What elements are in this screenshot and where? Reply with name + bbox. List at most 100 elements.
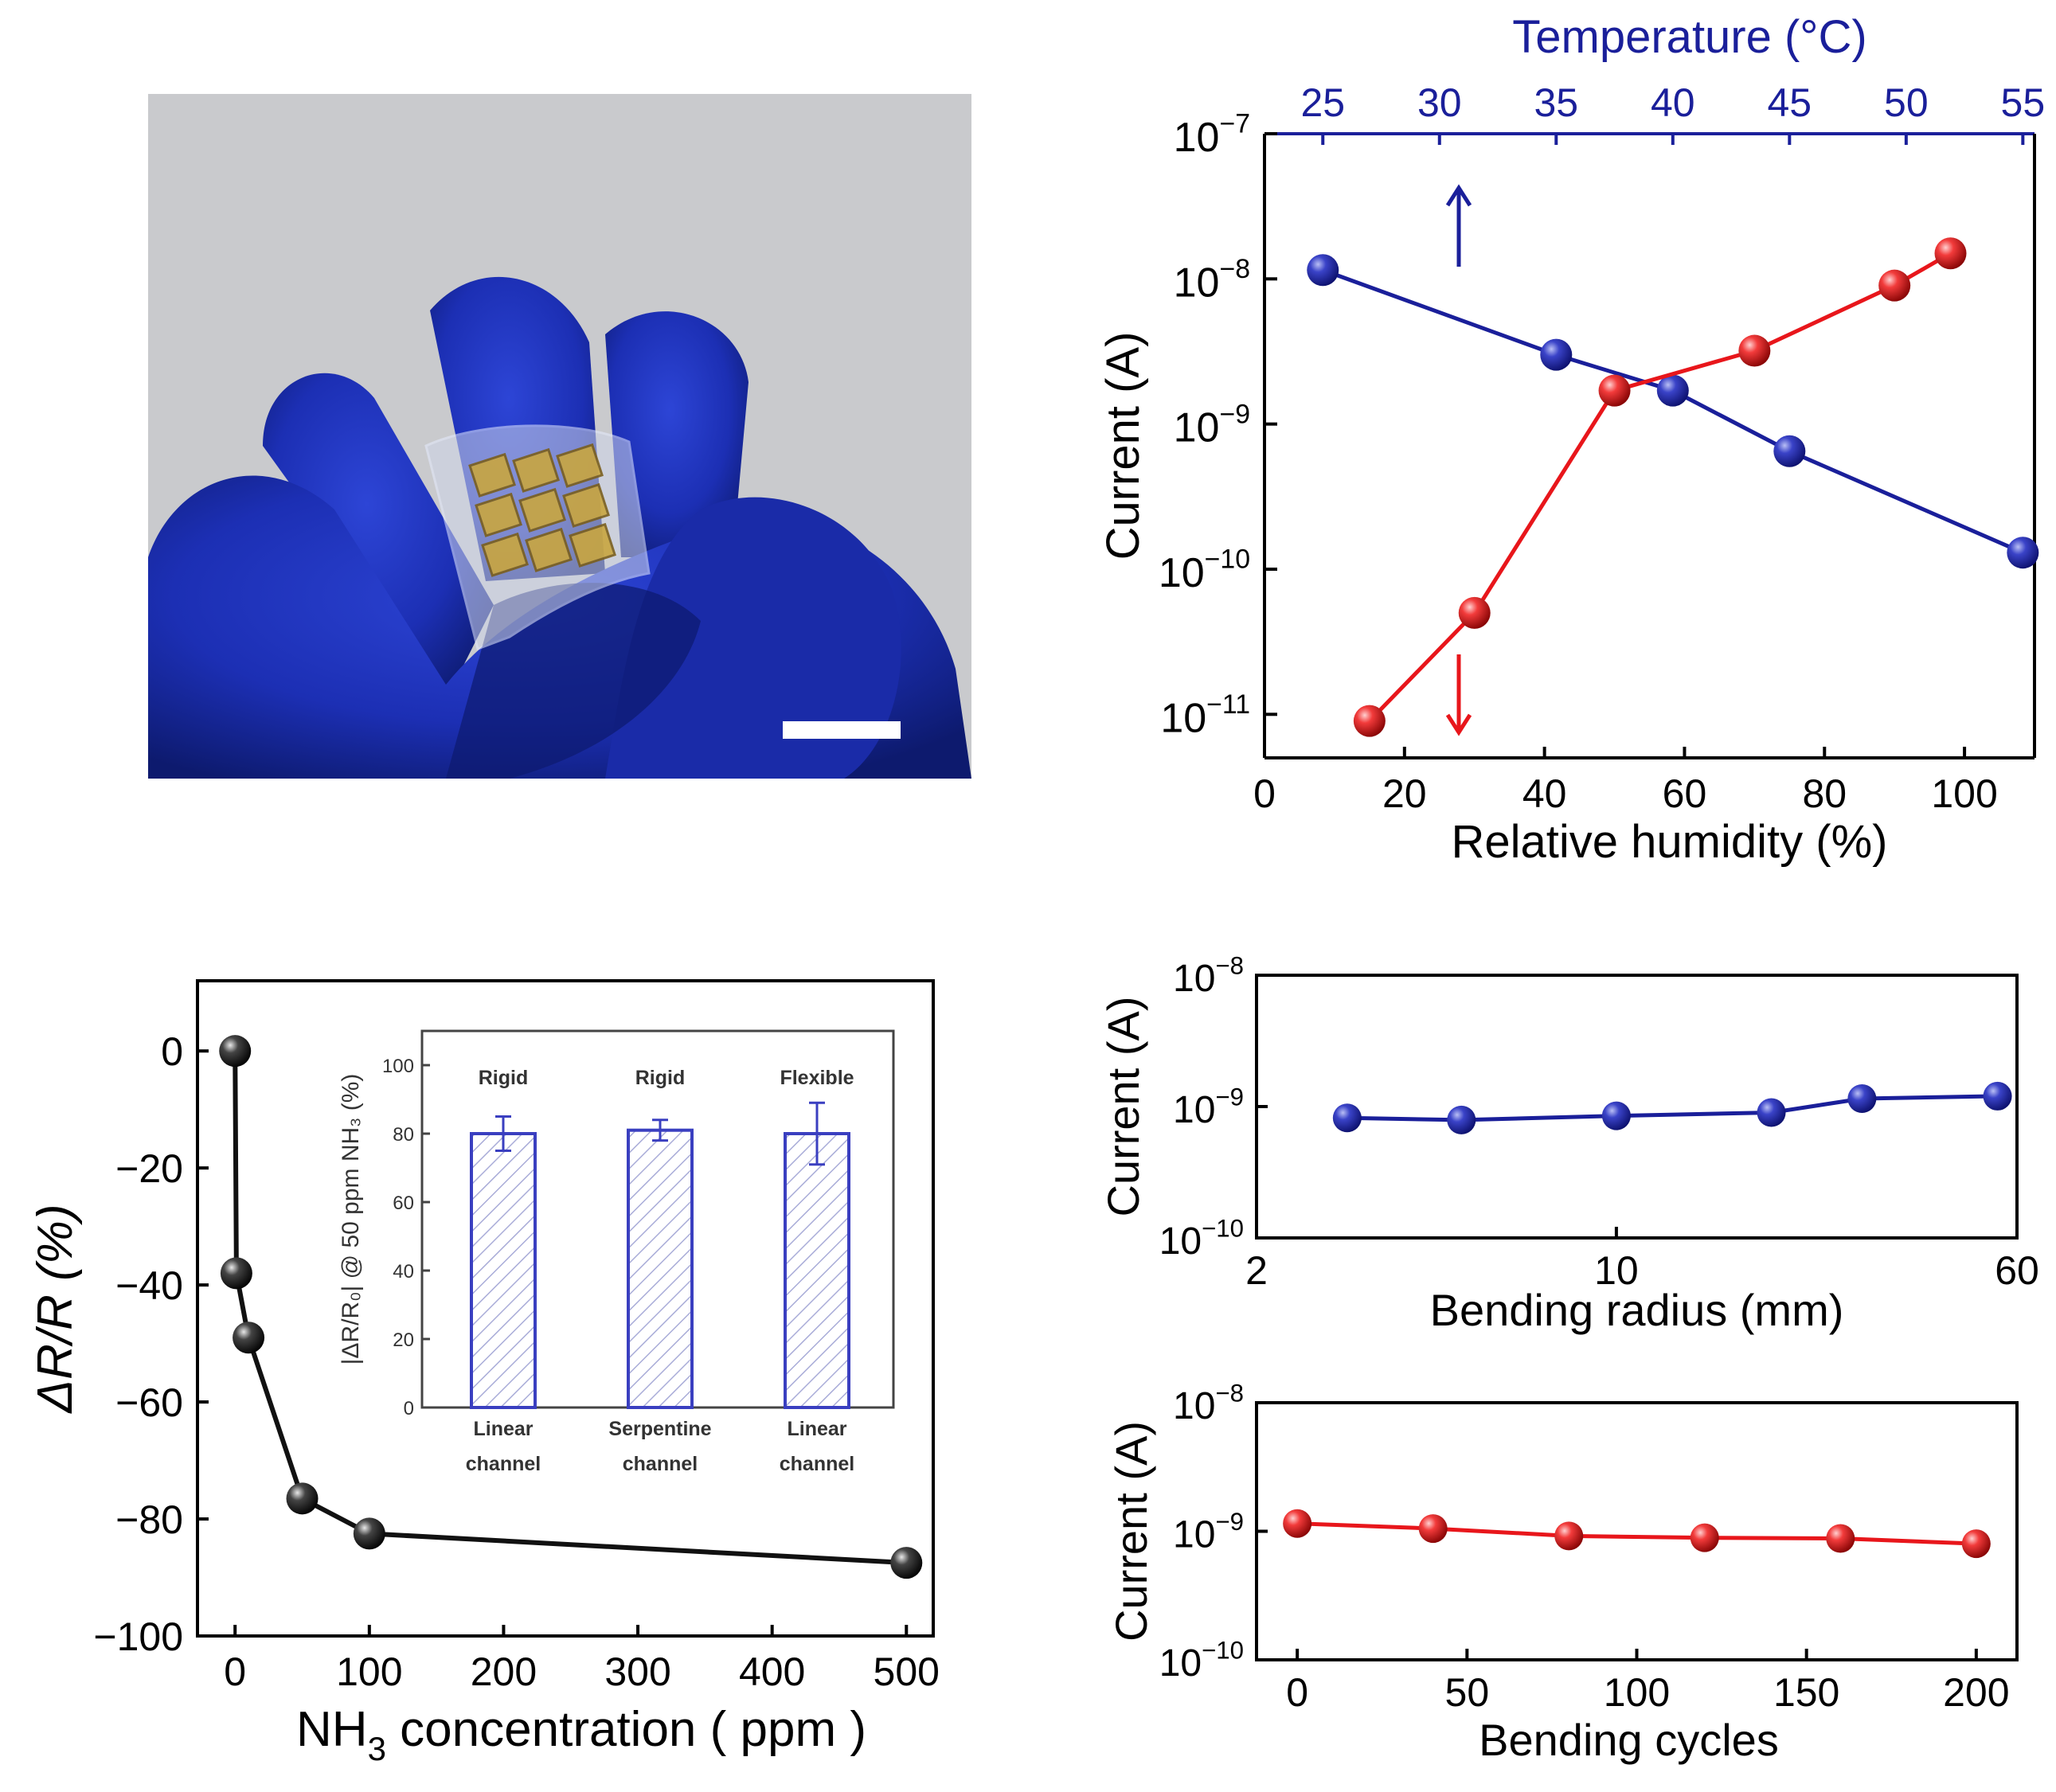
y-tick-label: 10−10 — [1159, 1214, 1244, 1263]
y-tick-label: 10−8 — [1174, 254, 1250, 306]
x-tick-label: 20 — [1382, 771, 1427, 816]
plot-frame — [1255, 974, 2019, 1240]
inset-y-axis-title: |ΔR/R₀| @ 50 ppm NH₃ (%) — [338, 1074, 364, 1365]
x2-tick-label: 50 — [1884, 80, 1929, 125]
x-tick-label: 150 — [1773, 1670, 1839, 1715]
sensor-element-7 — [525, 527, 573, 572]
y-axis-title: Current (A) — [1098, 997, 1148, 1217]
arrow-up-head — [1445, 184, 1472, 207]
x-tick-label: 100 — [1604, 1670, 1670, 1715]
y-tick-label: −80 — [115, 1497, 183, 1542]
data-point — [1656, 374, 1689, 407]
x-tick-label: 100 — [1931, 771, 1997, 816]
series-line-0 — [1322, 267, 2024, 555]
scale-bar — [783, 721, 901, 739]
sensor-element-6 — [481, 532, 529, 577]
x-tick-label: 10 — [1594, 1248, 1639, 1293]
sensor-element-3 — [475, 492, 522, 537]
plot-frame — [196, 979, 935, 1638]
y-tick-label: −60 — [115, 1380, 183, 1425]
inset-bar-label-line1: Linear — [787, 1418, 846, 1440]
y-tick-label: 0 — [161, 1029, 183, 1074]
y-tick-label: 10−9 — [1173, 1083, 1244, 1131]
series-line — [1347, 1094, 1998, 1122]
glove-thumb — [605, 497, 901, 779]
x-tick-label: 60 — [1663, 771, 1707, 816]
inset-bar-top-label: Rigid — [479, 1067, 529, 1089]
inset-bar-label-line2: channel — [780, 1453, 854, 1475]
data-point — [1690, 1523, 1719, 1552]
x-tick-label: 200 — [471, 1649, 537, 1694]
data-point — [1934, 237, 1967, 270]
data-point — [1447, 1105, 1476, 1134]
data-point — [1353, 705, 1386, 737]
x2-tick-label: 25 — [1300, 80, 1345, 125]
data-point — [286, 1482, 319, 1515]
inset-y-tick-label: 0 — [404, 1398, 414, 1419]
y-tick-label: 10−7 — [1174, 109, 1250, 161]
inset-y-tick-label: 20 — [393, 1329, 414, 1351]
series-line — [1297, 1521, 1976, 1546]
data-point — [1961, 1529, 1991, 1559]
inset-bar-label-line2: channel — [623, 1453, 698, 1475]
series-line — [233, 1051, 907, 1566]
data-point — [1826, 1524, 1855, 1553]
y-tick-label: 10−10 — [1159, 545, 1250, 596]
chart-bending-radius: 2 10 60 10−10 10−9 10−8 Bending radius (mm) Cur… — [1098, 951, 2039, 1335]
data-point — [1847, 1083, 1877, 1113]
inset-bar-label-line2: channel — [466, 1453, 541, 1475]
sensor-element-8 — [569, 522, 616, 568]
arrow-down-head — [1445, 713, 1472, 736]
glove-ring-finger — [605, 311, 749, 557]
x-tick-label: 0 — [1286, 1670, 1308, 1715]
data-point — [1878, 269, 1911, 302]
x-tick-label: 200 — [1943, 1670, 2009, 1715]
x2-axis-title: Temperature (°C) — [1512, 11, 1866, 63]
sensor-element-2 — [556, 443, 604, 488]
y-tick-label: 10−8 — [1173, 1379, 1244, 1427]
x-tick-label: 40 — [1522, 771, 1567, 816]
data-point — [1773, 435, 1806, 467]
y-tick-label: 10−8 — [1173, 951, 1244, 1000]
x-tick-label: 500 — [874, 1649, 940, 1694]
data-point — [1554, 1521, 1584, 1551]
y-tick-label: 10−11 — [1160, 689, 1250, 741]
data-point — [233, 1322, 265, 1354]
data-point — [1983, 1081, 2012, 1111]
x-axis-title: Bending cycles — [1479, 1715, 1779, 1765]
x-tick-label: 400 — [739, 1649, 805, 1694]
inset-y-tick-label: 80 — [393, 1124, 414, 1146]
inset-y-tick-label: 60 — [393, 1193, 414, 1214]
data-point — [2007, 537, 2039, 569]
plot-frame — [1255, 1401, 2019, 1661]
sensor-element-1 — [512, 447, 560, 493]
sensor-element-0 — [468, 452, 516, 498]
x2-tick-label: 55 — [2001, 80, 2046, 125]
x2-tick-label: 30 — [1417, 80, 1462, 125]
x-axis-title: Bending radius (mm) — [1430, 1285, 1844, 1335]
x-tick-label: 60 — [1995, 1248, 2039, 1293]
x-tick-label: 0 — [224, 1649, 246, 1694]
x-tick-label: 2 — [1245, 1248, 1268, 1293]
y-tick-label: 10−9 — [1173, 1508, 1244, 1556]
y-tick-label: 10−10 — [1159, 1636, 1244, 1685]
x-tick-label: 80 — [1802, 771, 1847, 816]
x2-tick-label: 40 — [1651, 80, 1695, 125]
y-tick-label: −20 — [115, 1146, 183, 1191]
sensor-element-5 — [562, 482, 610, 528]
inset-bar — [784, 1132, 850, 1409]
x2-tick-label: 45 — [1768, 80, 1812, 125]
inset-bar — [470, 1132, 537, 1409]
sensor-array — [468, 443, 616, 577]
data-point — [890, 1547, 923, 1579]
x2-tick-label: 35 — [1534, 80, 1578, 125]
x-tick-label: 50 — [1445, 1670, 1490, 1715]
inset-bar-top-label: Flexible — [780, 1067, 854, 1089]
y-axis-title: ΔR/R (%) — [28, 1204, 83, 1414]
chart-bending-cycles: 0 50 100 150 200 10−10 10−9 10−8 Bending cycles C… — [1106, 1379, 2019, 1765]
x-tick-label: 100 — [336, 1649, 402, 1694]
data-point — [1458, 596, 1491, 629]
inset-bar-label-line1: Linear — [473, 1418, 533, 1440]
data-point — [1540, 338, 1573, 371]
